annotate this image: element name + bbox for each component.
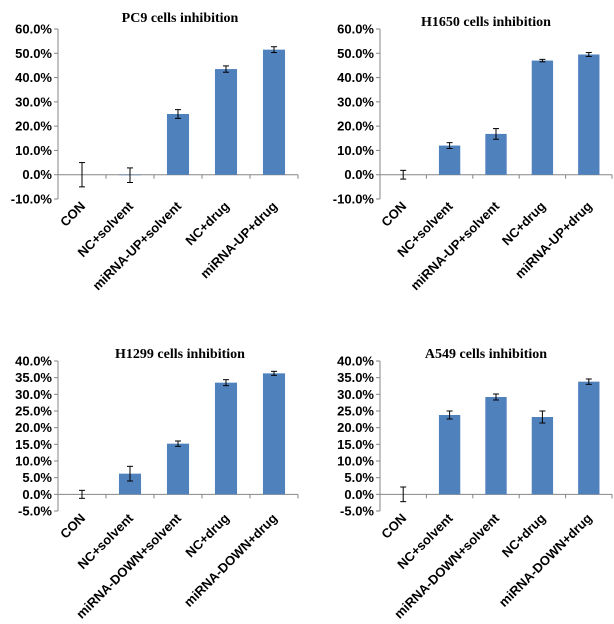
chart-panel-2: H1650 cells inhibition -10.0% 0.0% 10.0% 20.… bbox=[333, 15, 613, 293]
y-tick-label: 20.0% bbox=[337, 119, 374, 134]
y-tick-label: 40.0% bbox=[15, 354, 52, 369]
y-tick-label: 0.0% bbox=[22, 167, 52, 182]
y-tick-label: 5.0% bbox=[22, 470, 52, 485]
y-tick-label: 50.0% bbox=[337, 46, 374, 61]
chart-panel-3: H1299 cells inhibition -5.0% 0.0% 5.0%10.0%… bbox=[15, 347, 299, 621]
bar bbox=[438, 145, 461, 175]
y-tick-label: 40.0% bbox=[337, 354, 374, 369]
y-tick-label: 25.0% bbox=[15, 404, 52, 419]
y-tick-label: 40.0% bbox=[337, 70, 374, 85]
y-tick-label: 25.0% bbox=[337, 404, 374, 419]
y-tick-label: 10.0% bbox=[337, 143, 374, 158]
bar bbox=[166, 114, 190, 175]
y-tick-label: 30.0% bbox=[15, 94, 52, 109]
bar bbox=[262, 49, 286, 175]
x-tick-label: miRNA-DOWN+drug bbox=[181, 510, 280, 609]
chart-title: PC9 cells inhibition bbox=[122, 11, 239, 26]
bar bbox=[485, 133, 507, 175]
bar bbox=[214, 382, 238, 495]
bar bbox=[485, 397, 507, 495]
bar bbox=[214, 69, 238, 175]
y-tick-label: 0.0% bbox=[22, 487, 52, 502]
x-tick-label: miRNA-UP+solvent bbox=[89, 198, 184, 293]
y-tick-label: -5.0% bbox=[18, 504, 52, 519]
x-tick-label: miRNA-DOWN+drug bbox=[496, 510, 595, 609]
y-tick-label: 35.0% bbox=[337, 370, 374, 385]
x-tick-label: CON bbox=[378, 511, 409, 542]
y-tick-label: 30.0% bbox=[337, 94, 374, 109]
chart-panel-1: PC9 cells inhibition -10.0% 0.0% 10.0% 20.0%… bbox=[11, 11, 299, 293]
bar bbox=[531, 60, 554, 175]
y-tick-label: 10.0% bbox=[15, 454, 52, 469]
x-tick-label: CON bbox=[57, 199, 88, 230]
bar bbox=[438, 415, 461, 495]
x-tick-label: NC+drug bbox=[182, 510, 232, 560]
y-tick-label: 30.0% bbox=[15, 387, 52, 402]
x-tick-label: CON bbox=[57, 511, 88, 542]
y-tick-label: 5.0% bbox=[344, 470, 374, 485]
y-tick-label: 50.0% bbox=[15, 46, 52, 61]
y-tick-label: 40.0% bbox=[15, 70, 52, 85]
x-tick-label: miRNA-UP+solvent bbox=[407, 198, 502, 293]
y-tick-label: 30.0% bbox=[337, 387, 374, 402]
y-tick-label: 35.0% bbox=[15, 370, 52, 385]
y-tick-label: -10.0% bbox=[333, 192, 375, 207]
y-tick-label: 60.0% bbox=[15, 22, 52, 37]
chart-title: H1299 cells inhibition bbox=[115, 347, 245, 362]
bar bbox=[262, 373, 286, 495]
bar bbox=[578, 54, 600, 175]
bar bbox=[531, 417, 554, 495]
x-tick-label: CON bbox=[378, 199, 409, 230]
y-tick-label: 0.0% bbox=[344, 167, 374, 182]
y-tick-label: 60.0% bbox=[337, 22, 374, 37]
y-tick-label: 15.0% bbox=[337, 437, 374, 452]
bar bbox=[578, 381, 600, 495]
y-tick-label: 0.0% bbox=[344, 487, 374, 502]
chart-title: A549 cells inhibition bbox=[425, 347, 547, 362]
y-tick-label: -10.0% bbox=[11, 192, 53, 207]
chart-panel-4: A549 cells inhibition -5.0% 0.0% 5.0%10.0% 1… bbox=[337, 347, 613, 621]
bar bbox=[166, 443, 190, 495]
y-tick-label: 15.0% bbox=[15, 437, 52, 452]
y-tick-label: -5.0% bbox=[340, 504, 374, 519]
y-tick-label: 10.0% bbox=[15, 143, 52, 158]
y-tick-label: 20.0% bbox=[15, 119, 52, 134]
y-tick-label: 20.0% bbox=[337, 420, 374, 435]
y-tick-label: 20.0% bbox=[15, 420, 52, 435]
bar bbox=[118, 473, 142, 495]
x-tick-label: NC+drug bbox=[182, 198, 232, 248]
y-tick-label: 10.0% bbox=[337, 454, 374, 469]
chart-title: H1650 cells inhibition bbox=[421, 15, 551, 30]
